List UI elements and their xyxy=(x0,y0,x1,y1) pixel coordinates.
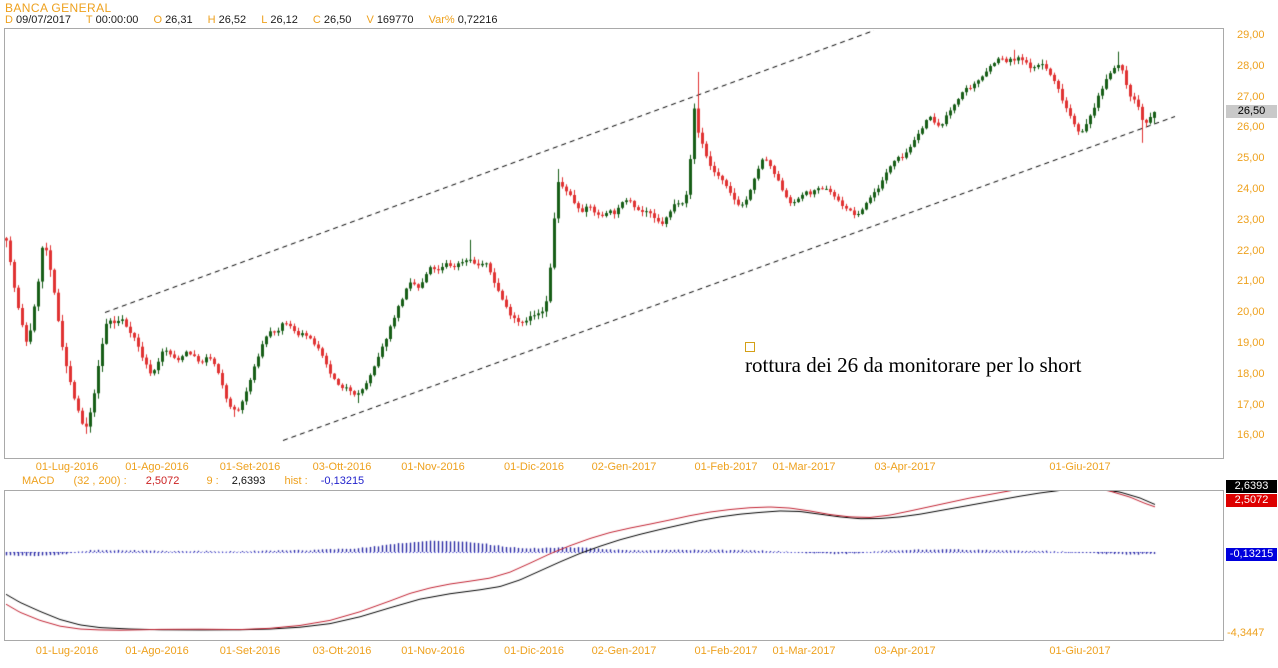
y-axis-label: 27,00 xyxy=(1237,91,1265,103)
macd-min-label: -4,3447 xyxy=(1227,627,1265,639)
y-axis-label: 18,00 xyxy=(1237,368,1265,380)
close-label: C xyxy=(312,14,321,26)
x-axis-label: 01-Mar-2017 xyxy=(772,645,836,657)
high-label: H xyxy=(207,14,216,26)
ohlc-status-bar: D 09/07/2017 T 00:00:00 O 26,31 H 26,52 L 26,… xyxy=(5,14,509,26)
macd-hist-label: hist : xyxy=(284,475,308,487)
x-axis-label: 01-Nov-2016 xyxy=(401,645,465,657)
y-axis-label: 20,00 xyxy=(1237,306,1265,318)
open-label: O xyxy=(153,14,163,26)
x-axis-label: 02-Gen-2017 xyxy=(591,461,657,473)
macd-signal-badge: 2,6393 xyxy=(1226,480,1277,493)
x-axis-label: 01-Giu-2017 xyxy=(1049,645,1111,657)
date-value: 09/07/2017 xyxy=(15,14,72,26)
macd-signal-value: 2,6393 xyxy=(231,475,266,487)
x-axis-label: 03-Apr-2017 xyxy=(874,461,936,473)
chart-annotation[interactable]: rottura dei 26 da monitorare per lo shor… xyxy=(745,342,1081,378)
x-axis-label: 01-Dic-2016 xyxy=(504,645,564,657)
last-price-badge: 26,50 xyxy=(1226,105,1277,118)
macd-indicator-legend: MACD (32 , 200) : 2,5072 9 : 2,6393 hist… xyxy=(4,475,364,487)
y-axis-label: 21,00 xyxy=(1237,275,1265,287)
instrument-title: BANCA GENERAL xyxy=(5,1,112,15)
x-axis-label: 02-Gen-2017 xyxy=(591,645,657,657)
date-label: D xyxy=(5,14,13,26)
high-value: 26,52 xyxy=(218,14,247,26)
low-label: L xyxy=(261,14,268,26)
y-axis-label: 19,00 xyxy=(1237,337,1265,349)
x-axis-label: 01-Feb-2017 xyxy=(694,645,758,657)
low-value: 26,12 xyxy=(270,14,298,26)
macd-hist-value: -0,13215 xyxy=(320,475,365,487)
var-label: Var% xyxy=(428,14,455,26)
annotation-text[interactable]: rottura dei 26 da monitorare per lo shor… xyxy=(745,353,1082,377)
x-axis-label: 01-Set-2016 xyxy=(219,461,281,473)
open-value: 26,31 xyxy=(165,14,193,26)
x-axis-label: 01-Feb-2017 xyxy=(694,461,758,473)
macd-line-value: 2,5072 xyxy=(145,475,180,487)
price-chart-panel[interactable] xyxy=(4,28,1224,459)
annotation-marker-square[interactable] xyxy=(745,342,755,352)
x-axis-label: 01-Nov-2016 xyxy=(401,461,465,473)
y-axis-label: 29,00 xyxy=(1237,29,1265,41)
var-value: 0,72216 xyxy=(457,14,498,26)
x-axis-label: 03-Ott-2016 xyxy=(312,645,372,657)
macd-line-badge: 2,5072 xyxy=(1226,494,1277,507)
y-axis-label: 24,00 xyxy=(1237,183,1265,195)
y-axis-label: 17,00 xyxy=(1237,399,1265,411)
y-axis-label: 22,00 xyxy=(1237,245,1265,257)
time-label: T xyxy=(85,14,93,26)
time-value: 00:00:00 xyxy=(95,14,139,26)
macd-params: (32 , 200) : xyxy=(73,475,127,487)
volume-value: 169770 xyxy=(376,14,414,26)
x-axis-label: 01-Ago-2016 xyxy=(125,645,189,657)
x-axis-label: 01-Dic-2016 xyxy=(504,461,564,473)
y-axis-label: 25,00 xyxy=(1237,152,1265,164)
x-axis-label: 03-Ott-2016 xyxy=(312,461,372,473)
x-axis-label: 01-Ago-2016 xyxy=(125,461,189,473)
volume-label: V xyxy=(366,14,374,26)
macd-chart-canvas[interactable] xyxy=(5,491,1223,640)
y-axis-label: 28,00 xyxy=(1237,60,1265,72)
macd-signal-label: 9 : xyxy=(206,475,219,487)
x-axis-label: 01-Lug-2016 xyxy=(35,461,99,473)
x-axis-label: 01-Lug-2016 xyxy=(35,645,99,657)
y-axis-label: 26,00 xyxy=(1237,121,1265,133)
x-axis-label: 01-Giu-2017 xyxy=(1049,461,1111,473)
x-axis-label: 01-Set-2016 xyxy=(219,645,281,657)
close-value: 26,50 xyxy=(323,14,352,26)
x-axis-label: 03-Apr-2017 xyxy=(874,645,936,657)
macd-hist-badge: -0,13215 xyxy=(1226,548,1277,561)
price-chart-canvas[interactable] xyxy=(5,29,1223,458)
y-axis-label: 16,00 xyxy=(1237,429,1265,441)
y-axis-label: 23,00 xyxy=(1237,214,1265,226)
macd-indicator-panel[interactable] xyxy=(4,490,1224,641)
x-axis-label: 01-Mar-2017 xyxy=(772,461,836,473)
macd-name: MACD xyxy=(22,475,55,487)
